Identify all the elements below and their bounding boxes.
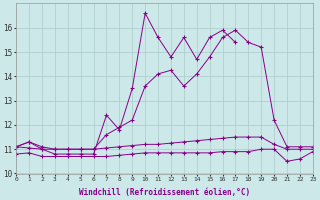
X-axis label: Windchill (Refroidissement éolien,°C): Windchill (Refroidissement éolien,°C) [79, 188, 250, 197]
